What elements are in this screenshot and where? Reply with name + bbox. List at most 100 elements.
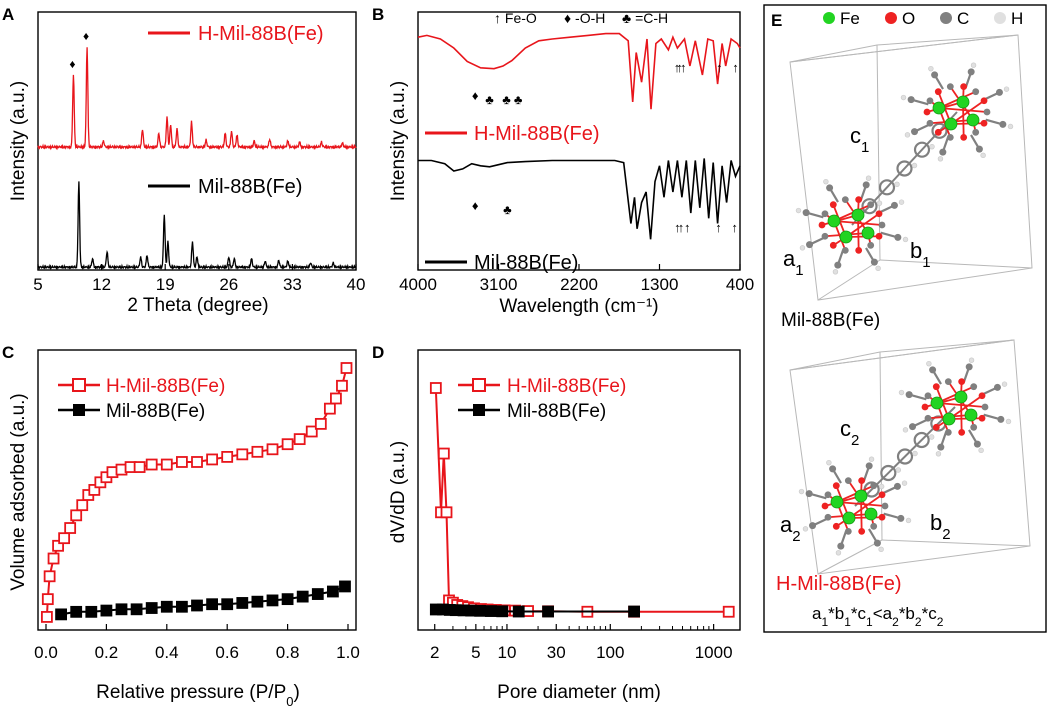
data-point-c-1-10: [206, 598, 219, 611]
mol1-carbon-b-0: [999, 120, 1007, 128]
panel-label-e: E: [771, 11, 782, 30]
mol1-linker-ring-3: [896, 160, 913, 177]
mol2-ring-atom-a-8: [824, 491, 832, 499]
x-tick-label-d-1: 5: [471, 643, 480, 662]
mol1-carbon-a-5: [826, 184, 834, 192]
mol1-ring-atom-b-3: [960, 133, 968, 141]
mol2-iron-a-1: [854, 489, 868, 503]
x-tick-label-b-3: 1300: [641, 275, 679, 294]
mol1-iron-b-1: [956, 95, 970, 109]
mol1-ring-atom-b-1: [980, 119, 988, 127]
legend-fe-label: Fe: [840, 9, 860, 28]
mol1-ring-atom-b-10: [946, 83, 954, 91]
x-axis-title-c: Relative pressure (P/P0): [96, 682, 300, 708]
data-point-c-0-1: [41, 593, 54, 606]
mol1-hydrogen-a-7: [898, 199, 905, 205]
legend-b-fe-o: ↑ Fe-O: [494, 10, 537, 26]
band-marker-b-2: ♣: [502, 92, 511, 107]
x-tick-label-a-5: 40: [347, 275, 366, 294]
x-axis-title-c-text: Relative pressure (P/P: [96, 682, 286, 703]
mol2-linker-ring-3: [896, 448, 914, 465]
mol2-linker-axis: [854, 406, 956, 507]
data-point-c-1-8: [175, 600, 188, 613]
mol2-iron-b-2: [964, 408, 978, 422]
legend-b-o-h: ♦ -O-H: [564, 10, 605, 26]
mol2-hydrogen-b-0: [1005, 418, 1012, 425]
x-tick-label-b-1: 3100: [480, 275, 518, 294]
legend-b-fe-o-text: Fe-O: [505, 10, 537, 26]
data-point-c-0-27: [293, 433, 306, 446]
data-point-c-0-24: [251, 445, 264, 458]
panel-label-c: C: [2, 343, 14, 362]
data-point-c-0-30: [323, 402, 336, 415]
mol1-ring-atom-a-2: [867, 241, 875, 249]
data-point-d-1-9: [512, 605, 525, 618]
mol2-carbon-b-4: [905, 391, 913, 399]
mol1-ring-atom-b-0: [983, 108, 991, 116]
mol1-ring-atom-a-9: [829, 201, 837, 209]
peak-marker-a-0: ♦: [69, 57, 75, 71]
data-point-c-0-3: [47, 552, 60, 565]
data-point-c-0-8: [76, 499, 89, 512]
mol1-ring-atom-a-3: [855, 246, 863, 254]
data-point-c-0-17: [145, 458, 158, 471]
mol2-carbon-a-7: [893, 482, 901, 490]
data-point-c-0-26: [281, 438, 294, 451]
legend-c-label: C: [957, 9, 969, 28]
mol1-linker-h-1: [876, 200, 883, 206]
unit-cell-2: [789, 339, 1031, 575]
mol2-ring-atom-b-0: [981, 403, 989, 411]
band-marker-b-12: ↑: [678, 220, 685, 235]
mol2-hydrogen-b-1: [978, 447, 984, 454]
mol1-carbon-a-4: [802, 209, 810, 217]
mol2-ring-atom-a-9: [832, 482, 840, 490]
cell1-a-sub: 1: [795, 262, 803, 279]
legend-b-o-h-text: -O-H: [575, 10, 605, 26]
mol1-ring-atom-b-6: [926, 119, 934, 127]
legend-fe-dot: [823, 12, 835, 24]
data-point-c-0-2: [43, 570, 56, 583]
mol2-ring-atom-b-1: [978, 414, 986, 422]
f-m1: *b: [828, 604, 844, 623]
mol2-bond-b-13-3: [948, 394, 983, 420]
legend-b-c-h: ♣ =C-H: [622, 10, 668, 26]
data-point-c-1-3: [100, 604, 113, 617]
mol1-hydrogen-b-6: [970, 62, 977, 68]
band-marker-b-1: ♣: [485, 92, 494, 107]
mol2-ring-atom-b-8: [924, 392, 932, 400]
mol2-ring-atom-b-11: [958, 378, 966, 386]
cell2-b-label: b2: [930, 510, 951, 543]
mol2-ring-atom-a-4: [844, 527, 852, 535]
band-marker-b-10: ♣: [503, 202, 512, 217]
data-point-c-1-16: [296, 590, 309, 603]
f-a1: a: [812, 604, 822, 623]
mol1-ring-atom-a-12: [867, 201, 875, 209]
mol1-hydrogen-a-1: [875, 265, 881, 272]
legend-c-dot: [940, 12, 952, 24]
mol1-ring-atom-b-12: [972, 88, 980, 96]
cell2-c-sub: 2: [851, 432, 859, 449]
mol2-carbon-b-5: [929, 366, 937, 374]
mol1-carbon-a-3: [806, 241, 814, 249]
legend-b-h-label: H-Mil-88B(Fe): [474, 123, 600, 145]
plot-b-marks: ♦ ♣ ♣ ♣↑↑↑ ↑ ↑♦ ♣↑↑ ↑ ↑ ↑: [417, 32, 741, 240]
f-m2: *c: [851, 604, 867, 623]
panel-label-b: B: [372, 5, 384, 24]
mol1-carbon-b-2: [939, 148, 947, 156]
data-point-c-0-18: [160, 458, 173, 471]
mol1-ring-atom-a-11: [855, 196, 863, 204]
data-point-c-0-25: [266, 443, 279, 456]
cell1-a-label: a1: [783, 246, 804, 279]
data-point-c-1-9: [191, 599, 203, 612]
cell1-b-label: b1: [910, 238, 931, 271]
cell2-c: c: [840, 416, 851, 441]
mol2-ring-atom-a-11: [858, 477, 866, 485]
x-tick-label-d-5: 1000: [695, 643, 733, 662]
data-point-c-0-33: [340, 362, 353, 374]
panel-e-frame: [763, 4, 1047, 633]
x-axis-title-d: Pore diameter (nm): [497, 682, 661, 703]
mol2-ring-atom-b-10: [944, 378, 952, 386]
peak-marker-a-1: ♦: [83, 29, 89, 43]
x-tick-label-c-4: 0.8: [276, 643, 300, 662]
data-point-c-1-12: [236, 597, 249, 609]
